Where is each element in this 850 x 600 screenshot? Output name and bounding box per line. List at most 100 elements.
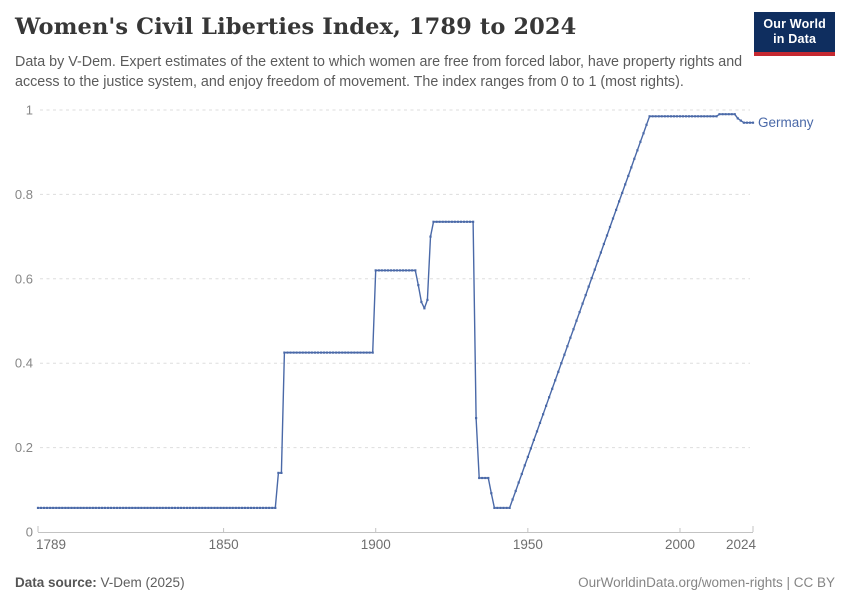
data-source: Data source: V-Dem (2025): [15, 575, 185, 590]
data-point: [283, 351, 286, 354]
data-point: [128, 506, 131, 509]
data-point: [523, 464, 526, 467]
data-point: [131, 506, 134, 509]
data-point: [341, 351, 344, 354]
data-point: [161, 506, 164, 509]
data-point: [389, 269, 392, 272]
x-tick-label-1850: 1850: [209, 537, 239, 552]
data-point: [39, 506, 43, 509]
data-point: [338, 351, 341, 354]
data-point: [611, 217, 615, 220]
data-point: [362, 351, 365, 354]
data-point: [405, 269, 408, 272]
data-point: [408, 269, 411, 272]
page-title: Women's Civil Liberties Index, 1789 to 2…: [15, 14, 577, 40]
data-point: [265, 506, 268, 509]
data-point: [307, 351, 310, 354]
data-point: [374, 269, 377, 272]
data-point: [380, 269, 383, 272]
data-point: [721, 113, 724, 116]
data-point: [134, 506, 137, 509]
data-point: [140, 506, 143, 509]
data-point: [542, 413, 545, 416]
data-point: [514, 489, 517, 493]
data-point: [356, 351, 359, 354]
data-point: [240, 506, 243, 509]
owid-logo-line2: in Data: [773, 32, 817, 47]
data-point: [201, 506, 204, 509]
data-point: [654, 115, 657, 118]
data-point: [195, 506, 198, 509]
data-point: [681, 115, 685, 118]
data-point: [645, 123, 648, 126]
data-point: [672, 115, 675, 118]
data-point: [691, 115, 694, 118]
data-point: [113, 506, 116, 509]
data-point: [182, 506, 186, 509]
data-point: [55, 506, 58, 509]
data-point: [709, 115, 712, 118]
data-point: [301, 351, 304, 354]
data-point: [192, 506, 195, 509]
credit-link[interactable]: OurWorldinData.org/women-rights | CC BY: [578, 575, 835, 590]
data-line-germany[interactable]: [38, 113, 753, 509]
data-point: [58, 506, 61, 509]
data-point: [52, 506, 55, 509]
data-point: [149, 506, 152, 509]
y-tick-label-0.4: 0.4: [15, 356, 33, 371]
data-point: [657, 115, 660, 118]
series-label-germany[interactable]: Germany: [758, 115, 814, 130]
data-point: [116, 506, 119, 509]
data-point: [210, 506, 213, 509]
data-source-label: Data source:: [15, 575, 97, 590]
data-point: [584, 294, 587, 297]
data-point: [213, 506, 216, 509]
data-point: [700, 115, 703, 118]
data-point: [325, 351, 329, 354]
data-point: [146, 506, 149, 509]
data-point: [411, 269, 414, 272]
data-point: [639, 140, 642, 143]
data-point: [322, 351, 326, 354]
data-point: [581, 302, 584, 305]
data-point: [106, 506, 110, 509]
data-point: [237, 506, 240, 509]
data-point: [155, 506, 158, 509]
y-tick-label-0.8: 0.8: [15, 187, 33, 202]
data-point: [70, 506, 73, 509]
data-point: [468, 220, 472, 223]
data-point: [715, 115, 718, 118]
data-point: [459, 220, 462, 223]
data-point: [499, 506, 502, 509]
data-point: [605, 234, 609, 237]
data-point: [742, 121, 745, 124]
owid-logo[interactable]: Our World in Data: [754, 12, 835, 56]
data-point: [435, 220, 438, 223]
y-tick-label-0.2: 0.2: [15, 440, 33, 455]
data-point: [508, 506, 511, 509]
data-point: [724, 113, 727, 116]
data-point: [395, 269, 399, 272]
data-point: [669, 115, 672, 118]
data-point: [538, 421, 542, 424]
data-point: [490, 492, 493, 495]
data-point: [417, 284, 420, 287]
data-point: [344, 351, 347, 354]
data-point: [511, 498, 514, 501]
data-point: [615, 208, 618, 211]
data-point: [733, 113, 736, 116]
data-point: [748, 121, 752, 124]
data-point: [43, 506, 46, 509]
data-point: [36, 506, 40, 509]
data-point: [85, 506, 88, 509]
data-point: [678, 115, 682, 118]
data-point: [566, 345, 569, 348]
data-point: [532, 438, 535, 441]
data-point: [371, 351, 374, 354]
data-point: [332, 351, 335, 354]
data-point: [383, 269, 386, 272]
data-point: [143, 506, 146, 509]
data-point: [49, 506, 52, 509]
data-point: [535, 430, 539, 433]
